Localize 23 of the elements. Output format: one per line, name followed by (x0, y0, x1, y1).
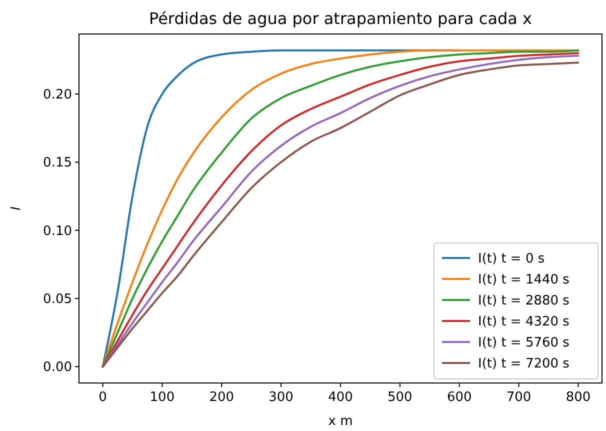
x-axis-title: x m (328, 414, 353, 429)
y-tick-label: 0.00 (43, 360, 72, 376)
x-tick-label: 500 (388, 390, 412, 405)
legend-label: I(t) t = 4320 s (478, 314, 570, 330)
legend-label: I(t) t = 7200 s (478, 356, 570, 372)
y-tick-label: 0.05 (43, 292, 72, 308)
x-tick-label: 600 (446, 390, 472, 405)
x-tick-label: 200 (209, 390, 234, 405)
x-tick-label: 100 (150, 390, 175, 405)
legend-label: I(t) t = 1440 s (478, 272, 570, 288)
y-axis-title: I (9, 206, 24, 210)
legend-label: I(t) t = 5760 s (478, 336, 570, 351)
legend-label: I(t) t = 2880 s (478, 294, 570, 309)
x-tick-label: 0 (98, 390, 107, 405)
chart-title: Pérdidas de agua por atrapamiento para cada x (148, 9, 532, 28)
y-tick-label: 0.15 (43, 156, 72, 171)
legend-label: I(t) t = 0 s (478, 252, 545, 267)
x-tick-label: 800 (566, 390, 591, 405)
x-tick-label: 400 (328, 390, 353, 405)
y-tick-label: 0.10 (43, 224, 72, 239)
x-tick-label: 700 (506, 390, 532, 405)
y-tick-label: 0.20 (43, 88, 72, 103)
x-tick-label: 300 (268, 390, 294, 405)
